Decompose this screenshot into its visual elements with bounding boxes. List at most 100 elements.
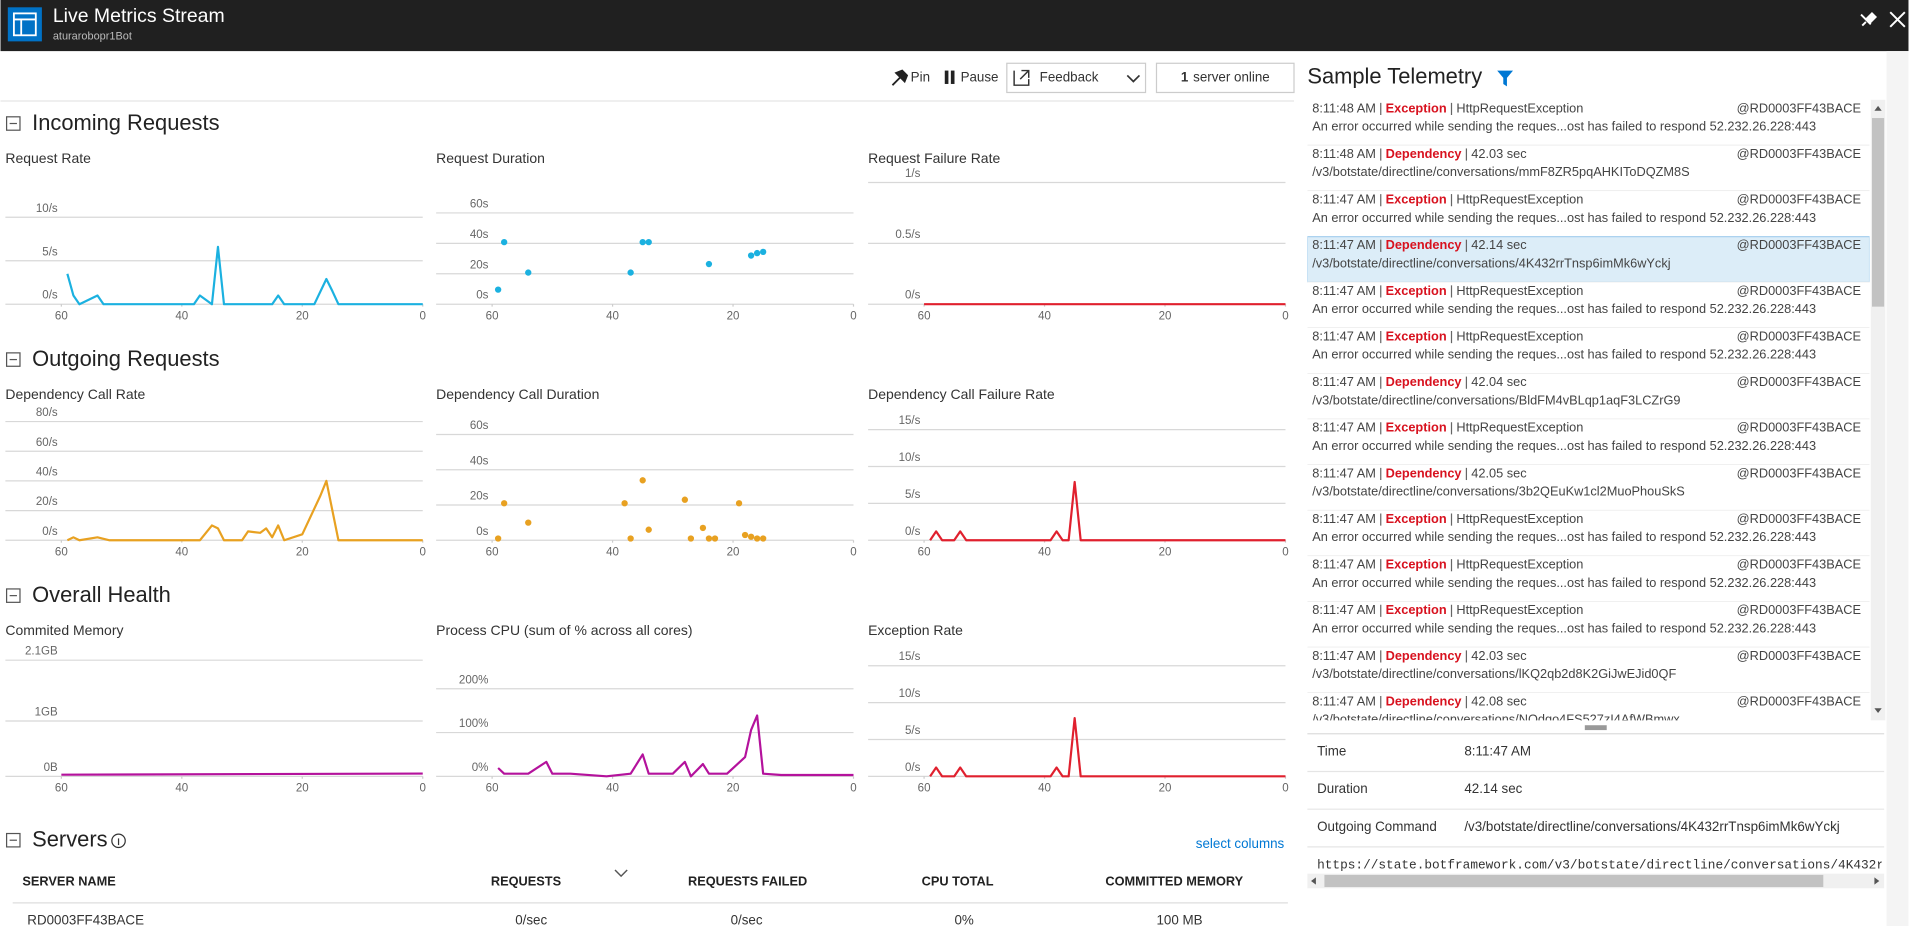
event-message: An error occurred while sending the requ…: [1312, 438, 1816, 453]
x-tick-label: 20: [727, 783, 740, 795]
collapse-icon[interactable]: [5, 116, 21, 131]
event-detail: HttpRequestException: [1456, 511, 1583, 526]
y-tick-label: 200%: [459, 674, 489, 686]
row-background[interactable]: [1307, 464, 1870, 511]
y-tick-label: 40/s: [36, 466, 58, 478]
row-background[interactable]: [1307, 601, 1870, 648]
collapse-icon[interactable]: [5, 588, 21, 603]
section-title: Outgoing Requests: [32, 346, 219, 371]
details-h-scroll-thumb[interactable]: [1324, 874, 1824, 888]
y-tick-label: 0/s: [905, 762, 921, 774]
pin-icon[interactable]: [891, 69, 909, 86]
column-header[interactable]: SERVER NAME: [22, 874, 116, 889]
y-tick-label: 0.5/s: [895, 229, 920, 241]
pin-blade-button[interactable]: [1860, 12, 1878, 27]
event-time: 8:11:47 AM: [1312, 420, 1376, 435]
telemetry-row[interactable]: 8:11:47 AM Exception HttpRequestException @…: [1307, 556, 1870, 603]
column-header[interactable]: REQUESTS: [491, 874, 562, 889]
row-background[interactable]: [1307, 99, 1870, 146]
x-tick-label: 60: [55, 310, 68, 322]
scatter-point: [735, 500, 743, 507]
y-tick-label: 0/s: [905, 526, 921, 538]
select-columns-link[interactable]: select columns: [1196, 836, 1285, 851]
info-icon[interactable]: [111, 833, 126, 849]
chart-title: Dependency Call Duration: [436, 386, 599, 402]
event-message: /v3/botstate/directline/conversations/lK…: [1312, 666, 1676, 681]
telemetry-row[interactable]: 8:11:47 AM Dependency 42.03 sec @RD0003FF43…: [1307, 647, 1870, 694]
x-tick-label: 60: [55, 546, 68, 558]
table-cell: 0/sec: [515, 913, 547, 926]
chart-title: Commited Memory: [5, 622, 123, 638]
x-tick-label: 20: [727, 546, 740, 558]
y-tick-label: 15/s: [899, 651, 921, 663]
filter-icon[interactable]: [1497, 70, 1514, 87]
series-line: [66, 245, 423, 306]
column-header[interactable]: COMMITTED MEMORY: [1105, 874, 1243, 889]
event-detail: 42.03 sec: [1471, 146, 1527, 161]
chart-title: Exception Rate: [868, 622, 963, 638]
event-detail: HttpRequestException: [1456, 100, 1583, 115]
telemetry-row[interactable]: 8:11:48 AM Dependency 42.03 sec @RD0003FF43…: [1307, 145, 1870, 192]
row-background[interactable]: [1307, 373, 1870, 420]
dropdown-chevron[interactable]: [1126, 74, 1141, 83]
row-background[interactable]: [1307, 191, 1870, 237]
row-background[interactable]: [1307, 510, 1870, 557]
series-line: [61, 772, 423, 776]
telemetry-row[interactable]: 8:11:47 AM Dependency 42.14 sec @RD0003FF43…: [1307, 236, 1870, 283]
feedback-dropdown[interactable]: [1006, 62, 1147, 94]
telemetry-row[interactable]: 8:11:47 AM Exception HttpRequestException @…: [1307, 419, 1870, 466]
scatter-point: [711, 535, 719, 542]
y-tick-label: 0/s: [905, 290, 921, 302]
pin-button[interactable]: Pin: [911, 69, 930, 84]
row-background[interactable]: [1307, 647, 1870, 693]
splitter-handle[interactable]: [1584, 725, 1607, 731]
y-tick-label: 60s: [470, 198, 489, 210]
event-server: @RD0003FF43BACE: [1737, 328, 1861, 343]
chart-title: Request Duration: [436, 150, 545, 166]
row-background[interactable]: [1307, 282, 1870, 328]
event-server: @RD0003FF43BACE: [1737, 511, 1861, 526]
row-background[interactable]: [1307, 419, 1870, 465]
row-background[interactable]: [1307, 236, 1870, 283]
event-time: 8:11:48 AM: [1312, 100, 1376, 115]
telemetry-row[interactable]: 8:11:47 AM Exception HttpRequestException @…: [1307, 510, 1870, 557]
column-header[interactable]: CPU TOTAL: [922, 874, 994, 889]
feedback-label[interactable]: Feedback: [1040, 69, 1099, 84]
event-time: 8:11:47 AM: [1312, 283, 1376, 298]
telemetry-row[interactable]: 8:11:47 AM Dependency 42.04 sec @RD0003FF43…: [1307, 373, 1870, 420]
series-line: [929, 716, 1286, 778]
x-tick-label: 40: [1038, 783, 1051, 795]
event-time: 8:11:47 AM: [1312, 648, 1376, 663]
y-tick-label: 5/s: [905, 489, 921, 501]
event-server: @RD0003FF43BACE: [1737, 374, 1861, 389]
event-kind: Exception: [1386, 511, 1447, 526]
telemetry-row[interactable]: 8:11:48 AM Exception HttpRequestException @…: [1307, 99, 1870, 147]
column-header[interactable]: REQUESTS FAILED: [688, 874, 807, 889]
pause-button[interactable]: Pause: [961, 69, 999, 84]
close-button[interactable]: [1889, 11, 1906, 28]
telemetry-scroll-thumb[interactable]: [1871, 118, 1885, 307]
telemetry-row[interactable]: 8:11:47 AM Exception HttpRequestException @…: [1307, 601, 1870, 648]
telemetry-row[interactable]: 8:11:47 AM Dependency 42.08 sec @RD0003FF43…: [1307, 692, 1870, 739]
telemetry-row[interactable]: 8:11:47 AM Exception HttpRequestException @…: [1307, 191, 1870, 238]
telemetry-row[interactable]: 8:11:47 AM Dependency 42.05 sec @RD0003FF43…: [1307, 464, 1870, 512]
sort-chevron[interactable]: [614, 869, 628, 878]
x-tick-label: 40: [175, 783, 188, 795]
row-background[interactable]: [1307, 692, 1870, 739]
telemetry-row[interactable]: 8:11:47 AM Exception HttpRequestException @…: [1307, 327, 1870, 375]
scatter-point: [500, 238, 508, 246]
table-cell: RD0003FF43BACE: [27, 913, 144, 926]
event-server: @RD0003FF43BACE: [1737, 192, 1861, 207]
event-detail: 42.05 sec: [1471, 465, 1527, 480]
telemetry-row[interactable]: 8:11:47 AM Exception HttpRequestException @…: [1307, 282, 1870, 329]
row-background[interactable]: [1307, 145, 1870, 192]
y-tick-label: 60s: [470, 420, 489, 432]
row-background[interactable]: [1307, 556, 1870, 602]
pause-icon[interactable]: [950, 70, 955, 84]
collapse-icon[interactable]: [5, 352, 21, 367]
pause-icon[interactable]: [944, 70, 949, 84]
y-tick-label: 40s: [470, 455, 489, 467]
collapse-icon[interactable]: [5, 832, 21, 848]
row-background[interactable]: [1307, 327, 1870, 374]
